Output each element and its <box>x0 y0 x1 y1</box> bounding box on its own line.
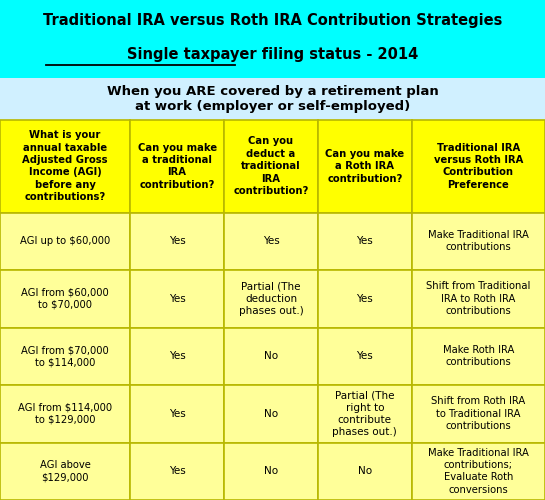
Text: Yes: Yes <box>169 236 185 246</box>
Text: Yes: Yes <box>169 294 185 304</box>
Text: No: No <box>264 409 278 419</box>
Bar <box>0 385 130 442</box>
Bar <box>318 442 412 500</box>
Bar <box>130 270 224 328</box>
Text: Traditional IRA
versus Roth IRA
Contribution
Preference: Traditional IRA versus Roth IRA Contribu… <box>434 142 523 190</box>
Text: Partial (The
deduction
phases out.): Partial (The deduction phases out.) <box>239 282 304 316</box>
Text: AGI from $70,000
to $114,000: AGI from $70,000 to $114,000 <box>21 345 109 368</box>
Bar <box>130 442 224 500</box>
Bar <box>224 212 318 270</box>
Text: Single taxpayer filing status - 2014: Single taxpayer filing status - 2014 <box>127 46 418 62</box>
Text: Yes: Yes <box>169 409 185 419</box>
Bar <box>412 212 545 270</box>
Text: What is your
annual taxable
Adjusted Gross
Income (AGI)
before any
contributions: What is your annual taxable Adjusted Gro… <box>22 130 108 202</box>
Bar <box>224 270 318 328</box>
Text: Make Roth IRA
contributions: Make Roth IRA contributions <box>443 345 514 368</box>
Bar <box>412 442 545 500</box>
Text: Can you
deduct a
traditional
IRA
contribution?: Can you deduct a traditional IRA contrib… <box>233 136 308 196</box>
Bar <box>224 385 318 442</box>
Bar <box>318 120 412 212</box>
Text: Traditional IRA versus Roth IRA Contribution Strategies: Traditional IRA versus Roth IRA Contribu… <box>43 12 502 28</box>
Bar <box>412 328 545 385</box>
Bar <box>224 328 318 385</box>
Bar <box>412 385 545 442</box>
Bar <box>224 442 318 500</box>
Text: Yes: Yes <box>356 236 373 246</box>
Text: Can you make
a traditional
IRA
contribution?: Can you make a traditional IRA contribut… <box>137 142 217 190</box>
Text: Shift from Roth IRA
to Traditional IRA
contributions: Shift from Roth IRA to Traditional IRA c… <box>431 396 525 431</box>
Bar <box>0 442 130 500</box>
Text: Yes: Yes <box>356 294 373 304</box>
Text: No: No <box>264 351 278 361</box>
Text: Shift from Traditional
IRA to Roth IRA
contributions: Shift from Traditional IRA to Roth IRA c… <box>426 282 531 316</box>
Bar <box>224 120 318 212</box>
Text: AGI from $114,000
to $129,000: AGI from $114,000 to $129,000 <box>18 402 112 425</box>
Text: No: No <box>358 466 372 476</box>
Bar <box>0 270 130 328</box>
Text: AGI above
$129,000: AGI above $129,000 <box>40 460 90 482</box>
Text: Make Traditional IRA
contributions: Make Traditional IRA contributions <box>428 230 529 252</box>
Bar <box>130 120 224 212</box>
Bar <box>318 328 412 385</box>
Text: Yes: Yes <box>263 236 280 246</box>
Text: When you ARE covered by a retirement plan
at work (employer or self-employed): When you ARE covered by a retirement pla… <box>107 84 438 113</box>
Text: Can you make
a Roth IRA
contribution?: Can you make a Roth IRA contribution? <box>325 149 404 184</box>
Bar <box>318 212 412 270</box>
Text: Partial (The
right to
contribute
phases out.): Partial (The right to contribute phases … <box>332 390 397 438</box>
Bar <box>318 270 412 328</box>
Bar <box>0 120 130 212</box>
Text: Yes: Yes <box>169 351 185 361</box>
Bar <box>130 328 224 385</box>
Text: AGI from $60,000
to $70,000: AGI from $60,000 to $70,000 <box>21 288 109 310</box>
Bar <box>318 385 412 442</box>
Bar <box>412 270 545 328</box>
Bar <box>412 120 545 212</box>
Text: No: No <box>264 466 278 476</box>
Text: AGI up to $60,000: AGI up to $60,000 <box>20 236 110 246</box>
Bar <box>0 212 130 270</box>
Text: Yes: Yes <box>169 466 185 476</box>
Bar <box>0 328 130 385</box>
Bar <box>0 78 545 120</box>
Text: Yes: Yes <box>356 351 373 361</box>
Bar <box>0 0 545 78</box>
Bar <box>130 385 224 442</box>
Bar <box>130 212 224 270</box>
Text: Make Traditional IRA
contributions;
Evaluate Roth
conversions: Make Traditional IRA contributions; Eval… <box>428 448 529 495</box>
